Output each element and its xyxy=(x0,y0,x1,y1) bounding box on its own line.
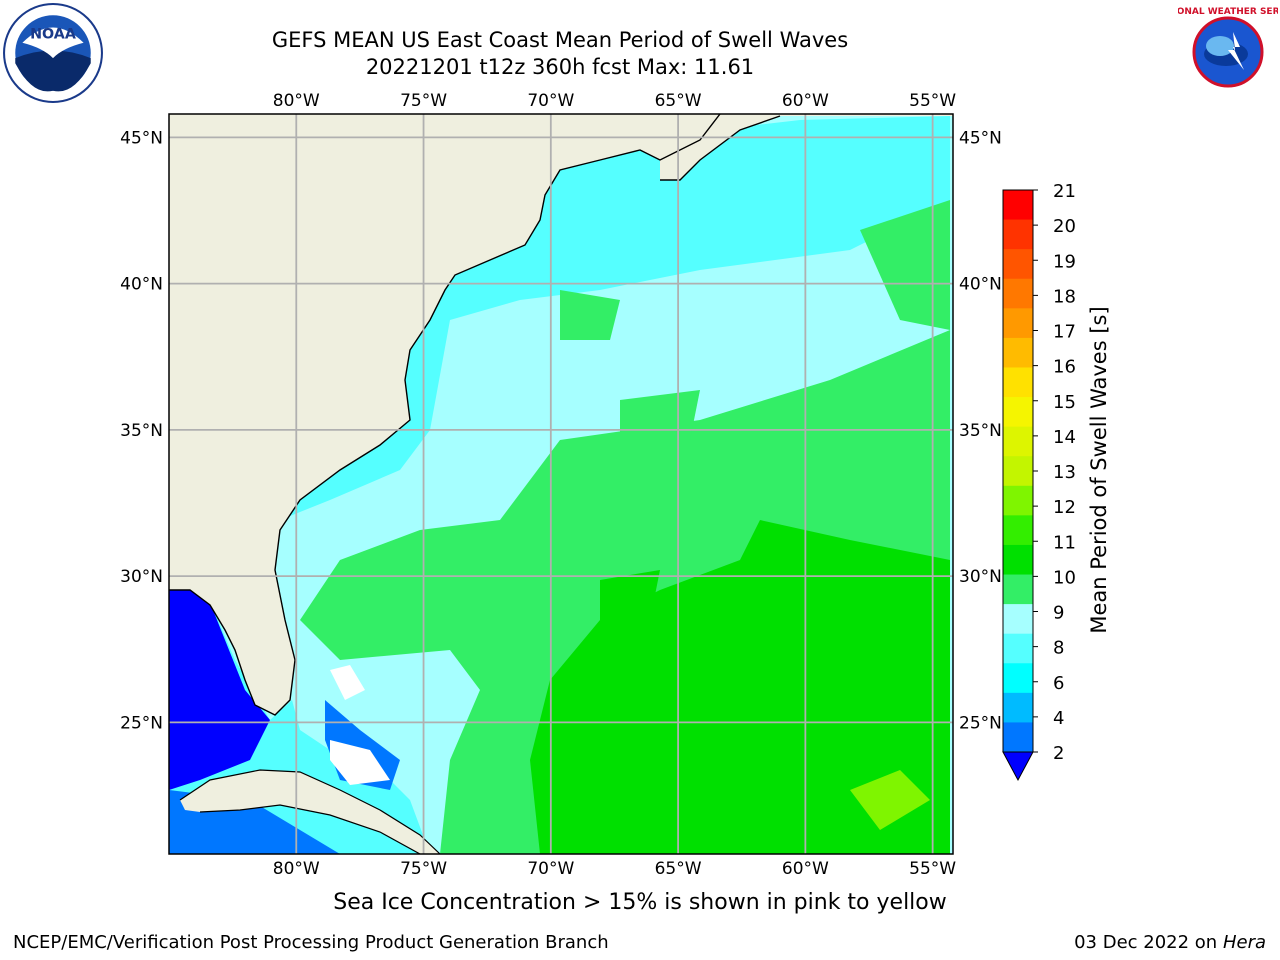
lat-tick-label-left: 30°N xyxy=(120,567,163,587)
colorbar-tick-label: 15 xyxy=(1053,392,1076,413)
colorbar-tick-label: 16 xyxy=(1053,357,1076,378)
lon-tick-label-bottom: 75°W xyxy=(400,859,447,879)
coastline xyxy=(169,114,721,716)
noaa-logo: NOAA xyxy=(3,3,103,103)
colorbar-segment xyxy=(1003,278,1033,309)
ocean-patch-bright-green xyxy=(600,570,660,620)
noaa-logo-text: NOAA xyxy=(30,27,76,43)
colorbar-tick-label: 9 xyxy=(1053,603,1064,624)
colorbar-tick-label: 11 xyxy=(1053,532,1076,553)
colorbar-tick-label: 2 xyxy=(1053,743,1064,764)
colorbar-segment xyxy=(1003,337,1033,368)
map-field xyxy=(169,114,953,854)
colorbar-tick-label: 20 xyxy=(1053,216,1076,237)
colorbar-segment xyxy=(1003,515,1033,546)
map-frame xyxy=(168,113,954,855)
sea-ice-note: Sea Ice Concentration > 15% is shown in … xyxy=(333,890,947,915)
colorbar: 21 20 19 18 17 16 15 14 13 12 11 10 9 8 6 4 2 xyxy=(1002,181,1076,782)
lat-tick-label-right: 45°N xyxy=(959,128,1002,148)
lat-tick-label-left: 40°N xyxy=(120,275,163,295)
colorbar-segment xyxy=(1003,190,1033,221)
colorbar-segment xyxy=(1003,692,1033,723)
footer-host: Hera xyxy=(1222,932,1266,953)
colorbar-segment xyxy=(1003,485,1033,516)
gridlines xyxy=(169,114,953,854)
colorbar-tick-label: 19 xyxy=(1053,251,1076,272)
land-cuba xyxy=(180,770,440,854)
colorbar-segment xyxy=(1003,663,1033,694)
coastline xyxy=(660,115,781,181)
land-canada xyxy=(660,114,953,180)
lat-tick-label-right: 40°N xyxy=(959,275,1002,295)
lon-tick-label-top: 70°W xyxy=(527,91,574,111)
land-north-america xyxy=(169,114,720,715)
lat-tick-label-left: 45°N xyxy=(120,128,163,148)
axis-ticks: 80°W 80°W 75°W 75°W 70°W 70°W 65°W 65°W 60°W 60°W… xyxy=(120,91,1002,879)
ocean-band-cyan xyxy=(280,116,950,520)
colorbar-segment xyxy=(1003,633,1033,664)
bahamas-white xyxy=(330,665,365,700)
lon-tick-label-bottom: 70°W xyxy=(527,859,574,879)
colorbar-segment xyxy=(1003,456,1033,487)
lat-tick-label-right: 30°N xyxy=(959,567,1002,587)
lat-tick-label-right: 35°N xyxy=(959,421,1002,441)
lon-tick-label-top: 80°W xyxy=(273,91,320,111)
colorbar-tick-label: 18 xyxy=(1053,286,1076,307)
chart-subtitle: 20221201 t12z 360h fcst Max: 11.61 xyxy=(365,55,755,79)
lon-tick-label-bottom: 80°W xyxy=(273,859,320,879)
footer-date: 03 Dec 2022 on Hera xyxy=(1074,932,1266,953)
colorbar-tick-label: 8 xyxy=(1053,638,1064,659)
colorbar-segment xyxy=(1003,722,1033,753)
ocean-patch-yellow-green xyxy=(850,770,930,830)
colorbar-segment xyxy=(1003,544,1033,576)
colorbar-label: Mean Period of Swell Waves [s] xyxy=(1087,306,1111,633)
colorbar-tick-label: 4 xyxy=(1053,708,1064,729)
colorbar-tick-label: 21 xyxy=(1053,181,1076,202)
footer-date-text: 03 Dec 2022 on xyxy=(1074,932,1218,953)
colorbar-segment xyxy=(1003,426,1033,457)
colorbar-segment xyxy=(1003,604,1033,635)
colorbar-tick-label: 10 xyxy=(1053,567,1076,588)
colorbar-tick-label: 14 xyxy=(1053,427,1076,448)
ocean-patch-green xyxy=(620,390,700,440)
lon-tick-label-top: 60°W xyxy=(782,91,829,111)
gulf-blue xyxy=(169,590,270,790)
lon-tick-label-top: 65°W xyxy=(655,91,702,111)
colorbar-tick-label: 13 xyxy=(1053,462,1076,483)
coastline-cuba xyxy=(179,769,441,854)
colorbar-segment xyxy=(1003,249,1033,280)
bahamas-white xyxy=(330,740,390,785)
ocean-patch-green xyxy=(860,200,950,330)
colorbar-segment xyxy=(1003,367,1033,398)
colorbar-segment xyxy=(1003,397,1033,428)
lat-tick-label-right: 25°N xyxy=(959,713,1002,733)
lon-tick-label-bottom: 55°W xyxy=(909,859,956,879)
lat-tick-label-left: 25°N xyxy=(120,713,163,733)
nws-logo: NATIONAL WEATHER SERVICE xyxy=(1178,4,1278,100)
lon-tick-label-top: 75°W xyxy=(400,91,447,111)
footer-credit: NCEP/EMC/Verification Post Processing Pr… xyxy=(13,932,609,953)
colorbar-segment xyxy=(1003,574,1033,605)
colorbar-segment xyxy=(1003,308,1033,339)
lon-tick-label-bottom: 65°W xyxy=(655,859,702,879)
colorbar-under-arrow xyxy=(1002,751,1034,782)
lat-tick-label-left: 35°N xyxy=(120,421,163,441)
nws-logo-text: NATIONAL WEATHER SERVICE xyxy=(1178,7,1278,17)
ocean-patch-green xyxy=(560,290,620,340)
colorbar-tick-label: 6 xyxy=(1053,673,1064,694)
colorbar-tick-label: 12 xyxy=(1053,497,1076,518)
colorbar-segment xyxy=(1003,219,1033,250)
chart-title: GEFS MEAN US East Coast Mean Period of S… xyxy=(271,28,849,52)
lon-tick-label-top: 55°W xyxy=(909,91,956,111)
colorbar-tick-label: 17 xyxy=(1053,322,1076,343)
lon-tick-label-bottom: 60°W xyxy=(782,859,829,879)
